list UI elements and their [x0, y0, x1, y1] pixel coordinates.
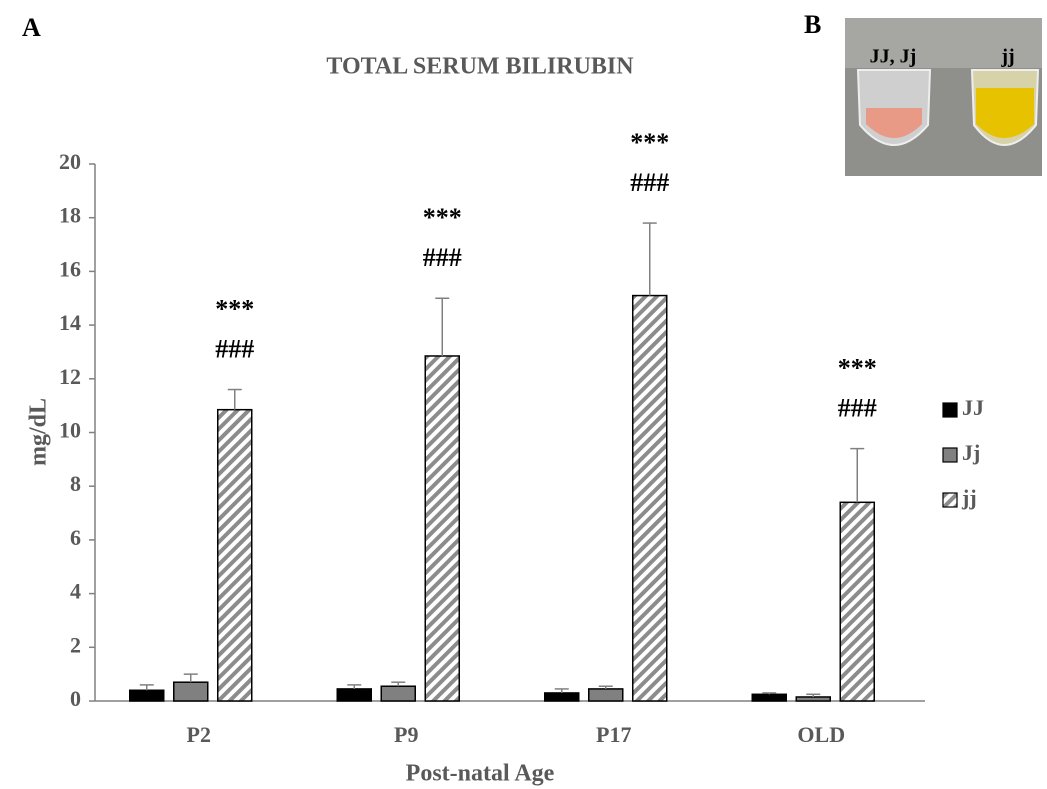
x-tick-label: P2: [187, 722, 211, 747]
annotation: ###: [423, 243, 462, 272]
legend-label: JJ: [962, 395, 984, 420]
x-tick-label: OLD: [797, 722, 845, 747]
bar: [752, 694, 786, 701]
bar: [796, 697, 830, 701]
bar: [425, 356, 459, 701]
x-tick-label: P9: [394, 722, 418, 747]
legend-label: Jj: [962, 440, 980, 465]
legend-swatch: [943, 403, 957, 417]
y-tick-label: 20: [59, 149, 81, 174]
y-tick-label: 0: [70, 686, 81, 711]
bar: [545, 693, 579, 701]
photo-label: jj: [1000, 46, 1014, 68]
annotation: ***: [838, 354, 877, 383]
bar: [381, 686, 415, 701]
legend-swatch: [943, 493, 957, 507]
y-axis-label: mg/dL: [26, 398, 52, 466]
y-tick-label: 10: [59, 418, 81, 443]
annotation: ###: [215, 335, 254, 364]
panel-label: A: [22, 13, 41, 42]
y-tick-label: 6: [70, 525, 81, 550]
y-tick-label: 14: [59, 310, 81, 335]
y-tick-label: 2: [70, 632, 81, 657]
annotation: ***: [630, 128, 669, 157]
bar: [174, 682, 208, 701]
bar: [840, 502, 874, 701]
bar: [218, 410, 252, 701]
bar: [633, 296, 667, 701]
bar: [337, 689, 371, 701]
y-tick-label: 18: [59, 203, 81, 228]
y-tick-label: 8: [70, 471, 81, 496]
y-tick-label: 4: [70, 579, 81, 604]
panel-label: B: [804, 10, 821, 39]
chart-title: TOTAL SERUM BILIRUBIN: [326, 54, 634, 80]
legend-label: jj: [961, 485, 977, 510]
photo-label: JJ, Jj: [870, 46, 917, 68]
annotation: ###: [838, 394, 877, 423]
x-tick-label: P17: [596, 722, 631, 747]
y-tick-label: 16: [59, 256, 81, 281]
photo: JJ, Jj jj: [845, 18, 1042, 176]
x-axis-label: Post-natal Age: [406, 761, 555, 787]
annotation: ###: [630, 168, 669, 197]
chart: A B JJ, Jj jj TOTAL SERUM BILIRUBIN Post…: [0, 0, 1047, 789]
bar: [589, 689, 623, 701]
annotation: ***: [215, 295, 254, 324]
annotation: ***: [423, 203, 462, 232]
bar: [130, 690, 164, 701]
y-tick-label: 12: [59, 364, 81, 389]
legend-swatch: [943, 448, 957, 462]
